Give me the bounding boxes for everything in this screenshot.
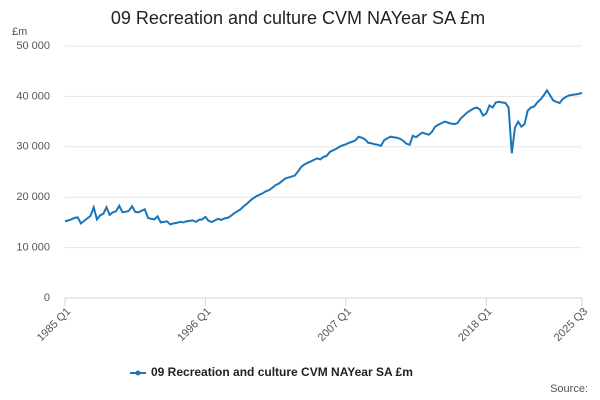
source: Source:	[550, 383, 588, 395]
y-tick-label: 20 000	[16, 191, 50, 203]
x-tick-label: 1996 Q1	[175, 306, 213, 344]
y-tick-label: 0	[44, 292, 50, 304]
x-tick-label: 2025 Q3	[552, 306, 590, 344]
x-tick-label: 1985 Q1	[35, 306, 73, 344]
y-tick-label: 30 000	[16, 141, 50, 153]
x-tick-label: 2018 Q1	[456, 306, 494, 344]
x-tick-label: 2007 Q1	[316, 306, 354, 344]
chart-title: 09 Recreation and culture CVM NAYear SA …	[111, 8, 485, 28]
y-tick-label: 40 000	[16, 90, 50, 102]
data-line	[64, 88, 583, 226]
legend-label: 09 Recreation and culture CVM NAYear SA …	[151, 365, 413, 379]
y-tick-label: 50 000	[16, 40, 50, 52]
y-tick-label: 10 000	[16, 242, 50, 254]
y-axis-label: £m	[12, 26, 27, 38]
legend-marker	[135, 370, 141, 376]
